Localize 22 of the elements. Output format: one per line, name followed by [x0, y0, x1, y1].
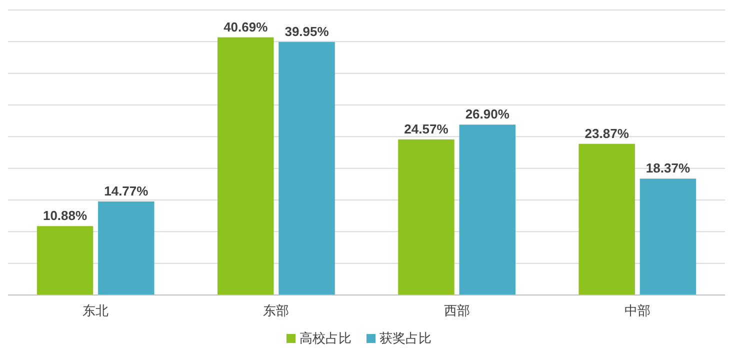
bar — [578, 144, 635, 295]
x-tick-label: 东北 — [82, 303, 109, 318]
bar — [98, 201, 154, 295]
data-label: 26.90% — [465, 106, 510, 122]
data-label: 39.95% — [284, 24, 330, 39]
x-tick-label: 东部 — [263, 303, 290, 318]
data-label: 24.57% — [404, 121, 449, 136]
data-label: 10.88% — [42, 208, 88, 224]
data-label: 18.37% — [646, 160, 690, 176]
data-label: 40.69% — [224, 19, 268, 34]
bar — [640, 178, 696, 295]
bar — [218, 37, 274, 295]
legend-label: 获奖占比 — [380, 330, 432, 346]
data-label: 14.77% — [104, 183, 149, 198]
x-tick-label: 西部 — [444, 303, 470, 318]
x-tick-label: 中部 — [624, 303, 650, 318]
bar — [459, 124, 516, 295]
data-label: 23.87% — [584, 126, 630, 141]
bar — [278, 42, 335, 295]
legend-label: 高校占比 — [300, 330, 352, 346]
bar — [36, 226, 94, 295]
bar — [398, 139, 454, 295]
